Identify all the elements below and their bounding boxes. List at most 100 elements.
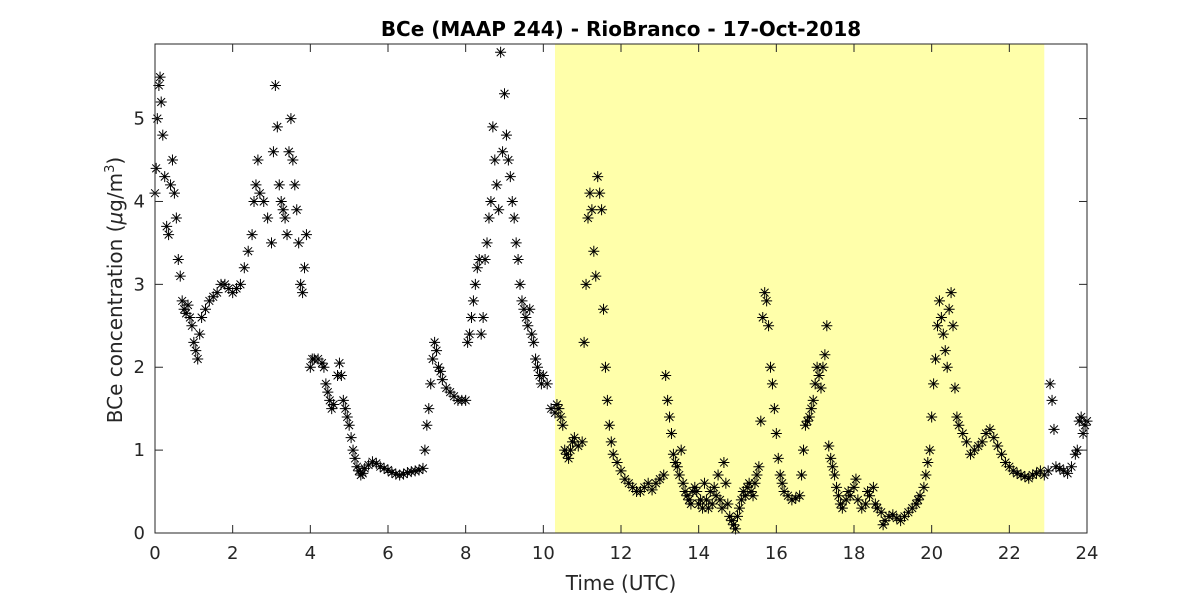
data-point <box>541 378 553 390</box>
data-point <box>557 419 569 431</box>
data-point <box>506 195 518 207</box>
data-point <box>248 195 260 207</box>
data-point <box>378 462 390 474</box>
data-point <box>462 336 474 348</box>
data-point <box>586 204 598 216</box>
data-point <box>565 444 577 456</box>
data-point <box>691 486 703 498</box>
data-point <box>761 295 773 307</box>
data-point <box>299 262 311 274</box>
data-point <box>941 361 953 373</box>
y-tick-label: 1 <box>134 440 145 461</box>
data-point <box>374 461 386 473</box>
data-point <box>757 312 769 324</box>
data-point <box>599 361 611 373</box>
data-point <box>553 403 565 415</box>
data-point <box>949 382 961 394</box>
data-point <box>842 486 854 498</box>
data-point <box>844 490 856 502</box>
data-point <box>722 498 734 510</box>
data-point <box>588 245 600 257</box>
data-point <box>988 432 1000 444</box>
data-point <box>928 378 940 390</box>
data-point <box>693 498 705 510</box>
data-point <box>1062 467 1074 479</box>
data-point <box>951 411 963 423</box>
data-point <box>497 146 509 158</box>
data-point <box>343 419 355 431</box>
data-point <box>823 440 835 452</box>
data-point <box>297 287 309 299</box>
data-point <box>801 415 813 427</box>
data-point <box>279 212 291 224</box>
data-point <box>465 312 477 324</box>
data-point <box>815 382 827 394</box>
x-tick-label: 20 <box>920 543 943 564</box>
data-point <box>831 481 843 493</box>
data-point <box>211 287 223 299</box>
data-point <box>514 278 526 290</box>
data-point <box>291 204 303 216</box>
data-point <box>809 378 821 390</box>
data-point <box>471 262 483 274</box>
data-point <box>821 320 833 332</box>
data-point <box>759 287 771 299</box>
data-point <box>549 407 561 419</box>
data-point <box>856 502 868 514</box>
data-point <box>984 423 996 435</box>
data-point <box>289 179 301 191</box>
data-point <box>170 212 182 224</box>
data-point <box>634 486 646 498</box>
data-point <box>1065 461 1077 473</box>
data-point <box>469 278 481 290</box>
data-point <box>502 154 514 166</box>
data-point <box>852 494 864 506</box>
data-point <box>568 432 580 444</box>
data-point <box>700 494 712 506</box>
data-point <box>660 370 672 382</box>
data-point <box>382 464 394 476</box>
data-point <box>353 465 365 477</box>
data-point <box>745 486 757 498</box>
data-point <box>481 237 493 249</box>
data-point <box>275 195 287 207</box>
data-point <box>180 307 192 319</box>
data-point <box>535 378 547 390</box>
data-point <box>1046 394 1058 406</box>
data-point <box>681 490 693 502</box>
data-point <box>163 229 175 241</box>
data-point <box>698 477 710 489</box>
data-point <box>704 486 716 498</box>
x-axis-label: Time (UTC) <box>565 571 677 595</box>
data-point <box>879 515 891 527</box>
data-point <box>238 262 250 274</box>
data-point <box>444 386 456 398</box>
data-point <box>508 212 520 224</box>
data-point <box>772 452 784 464</box>
data-points <box>149 46 1093 535</box>
data-point <box>817 361 829 373</box>
data-point <box>753 461 765 473</box>
data-point <box>1034 465 1046 477</box>
y-tick-label: 0 <box>134 523 145 544</box>
data-point <box>848 481 860 493</box>
data-point <box>493 204 505 216</box>
data-point <box>906 502 918 514</box>
data-point <box>582 212 594 224</box>
data-point <box>825 452 837 464</box>
data-point <box>926 411 938 423</box>
x-tick-label: 0 <box>149 543 160 564</box>
data-point <box>799 419 811 431</box>
data-point <box>689 481 701 493</box>
data-point <box>741 481 753 493</box>
data-point <box>836 502 848 514</box>
data-point <box>1027 469 1039 481</box>
data-point <box>910 498 922 510</box>
data-point <box>1073 415 1085 427</box>
data-point <box>526 328 538 340</box>
data-point <box>902 506 914 518</box>
data-point <box>677 477 689 489</box>
data-point <box>1007 465 1019 477</box>
data-point <box>671 461 683 473</box>
x-tick-label: 24 <box>1076 543 1099 564</box>
